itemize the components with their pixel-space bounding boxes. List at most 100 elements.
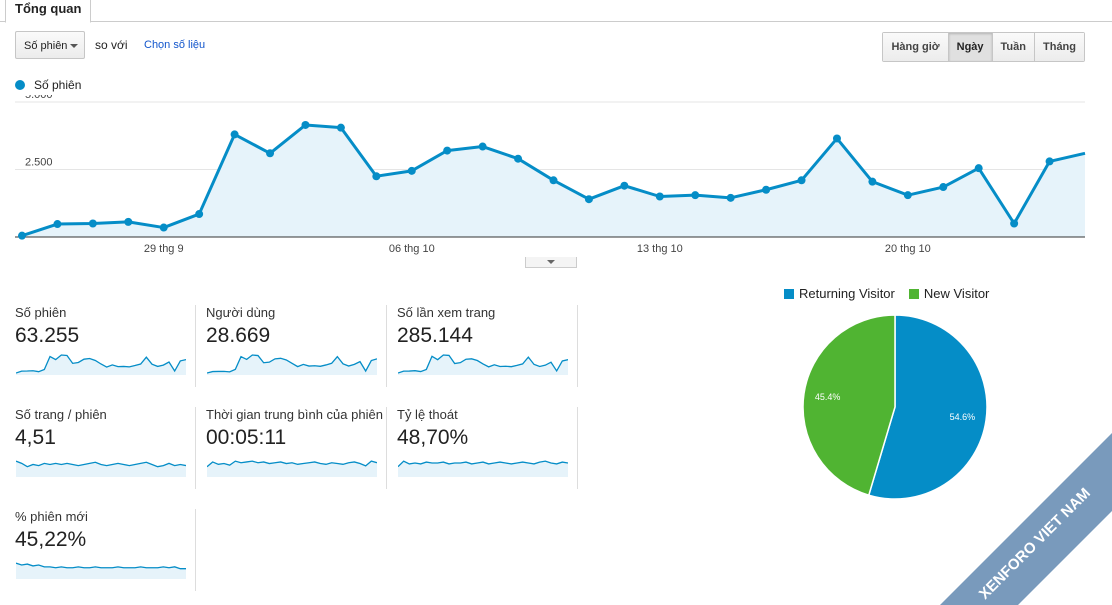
tab-overview[interactable]: Tổng quan (5, 0, 92, 23)
data-point (1045, 157, 1054, 166)
x-tick-label: 13 thg 10 (637, 243, 683, 255)
pie-slice-new (802, 314, 896, 497)
data-point (88, 219, 97, 228)
chart-toolbar: Số phiên so với Chọn số liệu Hàng giờ Ng… (15, 31, 1085, 62)
chart-legend: Số phiên (15, 78, 81, 92)
metric-value: 63.255 (15, 324, 80, 347)
data-point (514, 154, 523, 163)
metric-label: Số lần xem trang (397, 305, 496, 320)
pie-legend: Returning Visitor New Visitor (784, 286, 989, 301)
visitor-type-pie-chart[interactable]: 54.6% 45.4% (795, 310, 995, 510)
metric-value: 00:05:11 (206, 426, 287, 449)
metric-sparkline (398, 354, 568, 375)
metric-value: 45,22% (15, 528, 87, 551)
sparkline-area (16, 461, 186, 477)
sparkline-area (16, 563, 186, 579)
pie-slice-label: 54.6% (950, 412, 976, 422)
data-point (655, 192, 664, 201)
metric-label: Số trang / phiên (15, 407, 107, 422)
sparkline-line (398, 460, 568, 468)
chevron-down-icon (547, 260, 555, 264)
choose-metric-link[interactable]: Chọn số liệu (144, 39, 206, 51)
granularity-week-button[interactable]: Tuần (991, 33, 1034, 61)
metric-avg-session-duration[interactable]: Thời gian trung bình của phiên 00:05:11 (206, 407, 387, 489)
metric-sparkline (398, 460, 568, 477)
metric-sparkline (16, 460, 186, 477)
metric-value: 48,70% (397, 426, 469, 449)
legend-label: Số phiên (34, 78, 82, 92)
series-dot-icon (15, 80, 25, 90)
metric-label: % phiên mới (15, 509, 88, 524)
data-point (443, 146, 452, 155)
x-tick-label: 20 thg 10 (885, 243, 931, 255)
data-point (336, 123, 345, 132)
metric-pageviews[interactable]: Số lần xem trang 285.144 (397, 305, 578, 387)
data-point (762, 185, 771, 194)
data-point (584, 195, 593, 204)
sparkline-area (398, 355, 568, 375)
pie-legend-returning[interactable]: Returning Visitor (799, 286, 895, 301)
data-point (974, 164, 983, 173)
metric-value: 28.669 (206, 324, 271, 347)
metric-new-sessions[interactable]: % phiên mới 45,22% (15, 509, 196, 591)
metric-label: Số phiên (15, 305, 67, 320)
data-point (832, 134, 841, 143)
metric-pages-per-session[interactable]: Số trang / phiên 4,51 (15, 407, 196, 489)
metric-value: 285.144 (397, 324, 473, 347)
tab-bar: Tổng quan (0, 0, 1112, 23)
data-point (903, 191, 912, 200)
data-point (939, 183, 948, 192)
x-tick-label: 06 thg 10 (389, 243, 435, 255)
data-point (18, 231, 26, 240)
sparkline-area (207, 461, 377, 477)
metric-users[interactable]: Người dùng 28.669 (206, 305, 387, 387)
metric-value: 4,51 (15, 426, 56, 449)
metric-label: Người dùng (206, 305, 276, 320)
data-point (195, 210, 204, 219)
y-tick-label: 2.500 (25, 157, 53, 169)
compare-label: so với (95, 38, 128, 52)
granularity-hourly-button[interactable]: Hàng giờ (883, 33, 948, 61)
data-point (266, 149, 275, 158)
sparkline-line (16, 354, 186, 374)
data-point (159, 223, 168, 232)
data-point (726, 193, 735, 202)
data-point (1010, 219, 1019, 228)
metric-bounce-rate[interactable]: Tỷ lệ thoát 48,70% (397, 407, 578, 489)
data-point (53, 220, 62, 229)
data-point (620, 181, 629, 190)
pie-legend-new[interactable]: New Visitor (923, 286, 990, 301)
data-point (124, 217, 133, 226)
collapse-chart-toggle[interactable] (525, 257, 577, 268)
metric-select-value: Số phiên (24, 40, 68, 52)
sparkline-line (207, 354, 377, 374)
data-point (691, 191, 700, 200)
data-point (301, 120, 310, 129)
x-tick-label: 29 thg 9 (144, 243, 184, 255)
metric-select[interactable]: Số phiên (15, 31, 85, 59)
sparkline-line (16, 460, 186, 468)
metric-sparkline (16, 354, 186, 375)
pie-slice-label: 45.4% (815, 392, 841, 402)
granularity-day-button[interactable]: Ngày (947, 33, 992, 61)
metric-label: Thời gian trung bình của phiên (206, 407, 383, 422)
data-point (478, 142, 487, 151)
metric-sparkline (207, 354, 377, 375)
data-point (868, 177, 877, 186)
sparkline-line (16, 562, 186, 570)
sessions-line-chart[interactable]: 5.000 2.500 29 thg 9 06 thg 10 13 thg 10 20 t… (0, 95, 1112, 257)
returning-visitor-swatch (784, 288, 794, 299)
metric-sparkline (16, 562, 186, 579)
metric-sessions[interactable]: Số phiên 63.255 (15, 305, 196, 387)
sparkline-line (207, 460, 377, 468)
granularity-month-button[interactable]: Tháng (1034, 33, 1084, 61)
sparkline-line (398, 354, 568, 374)
data-point (372, 172, 381, 181)
data-point (549, 176, 558, 185)
sparkline-area (16, 355, 186, 375)
data-point (230, 130, 239, 139)
sparkline-area (398, 461, 568, 477)
metric-sparkline (207, 460, 377, 477)
data-point (797, 176, 806, 185)
granularity-group: Hàng giờ Ngày Tuần Tháng (882, 32, 1085, 62)
